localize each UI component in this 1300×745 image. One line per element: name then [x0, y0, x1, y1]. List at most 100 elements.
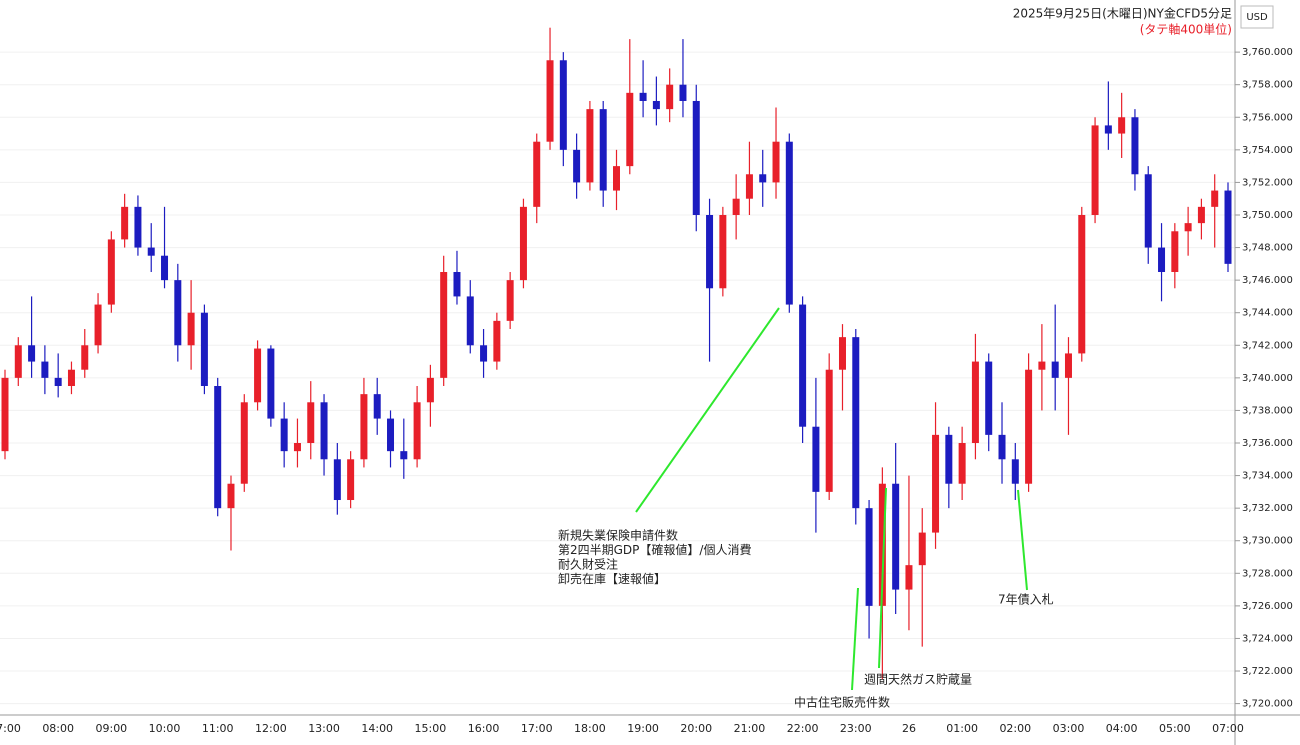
annotation-text: 第2四半期GDP【確報値】/個人消費 [558, 542, 751, 557]
y-tick-label: 3,756.000 [1242, 112, 1293, 123]
candle-body [200, 312, 208, 387]
candle-body [214, 386, 222, 509]
candle-body [905, 565, 913, 590]
annotation-leader [851, 587, 859, 691]
candle-body [67, 369, 75, 387]
y-tick-label: 3,734.000 [1242, 471, 1293, 482]
candle-body [719, 214, 727, 289]
candle-body [918, 532, 926, 566]
currency-box [1240, 5, 1274, 29]
y-tick-label: 3,730.000 [1242, 536, 1293, 547]
x-tick-label: 05:00 [1159, 722, 1191, 735]
candle-body [94, 304, 102, 346]
x-tick-label: 08:00 [42, 722, 74, 735]
candle-body [573, 149, 581, 183]
candle-body [812, 426, 820, 492]
y-tick-label: 3,722.000 [1242, 666, 1293, 677]
y-tick-label: 3,740.000 [1242, 373, 1293, 384]
candle-body [533, 141, 541, 207]
x-tick-label: 04:00 [1106, 722, 1138, 735]
candle-body [732, 198, 740, 215]
candle-body [147, 247, 155, 256]
candle-body [493, 320, 501, 362]
candle-body [280, 418, 288, 452]
y-tick-label: 3,744.000 [1242, 308, 1293, 319]
candle-body [1091, 125, 1099, 215]
annotation-text: 7年債入札 [998, 592, 1054, 607]
x-tick-label: 07:00 [1212, 722, 1244, 735]
candles [1, 27, 1232, 680]
candle-body [1078, 214, 1086, 354]
y-tick-label: 3,748.000 [1242, 243, 1293, 254]
y-tick-label: 3,750.000 [1242, 210, 1293, 221]
annotation-leader [1017, 489, 1028, 591]
candle-body [28, 345, 36, 362]
candle-body [1038, 361, 1046, 370]
annotation-text: 卸売在庫【速報値】 [558, 571, 666, 586]
candle-body [320, 402, 328, 460]
candle-body [161, 255, 169, 281]
candle-body [254, 348, 262, 403]
x-tick-label: 10:00 [149, 722, 181, 735]
y-tick-label: 3,738.000 [1242, 405, 1293, 416]
candle-body [240, 402, 248, 484]
candle-body [838, 337, 846, 370]
candle-body [1158, 247, 1166, 272]
candle-body [679, 84, 687, 101]
candle-body [1224, 190, 1232, 264]
x-tick-label: 03:00 [1053, 722, 1085, 735]
x-tick-label: 02:00 [999, 722, 1031, 735]
candle-body [307, 402, 315, 444]
candle-body [666, 84, 674, 110]
y-tick-label: 3,726.000 [1242, 601, 1293, 612]
x-tick-label: 13:00 [308, 722, 340, 735]
candle-body [759, 174, 767, 183]
candle-body [413, 402, 421, 460]
x-tick-label: 18:00 [574, 722, 606, 735]
y-tick-label: 3,754.000 [1242, 145, 1293, 156]
x-tick-label: 11:00 [202, 722, 234, 735]
candle-body [613, 166, 620, 191]
candle-body [865, 508, 873, 606]
candle-body [1171, 231, 1179, 272]
candle-body [400, 451, 408, 460]
candle-body [506, 280, 514, 321]
candle-body [745, 174, 753, 199]
candle-body [559, 60, 567, 150]
annotation-leaders [635, 307, 1028, 691]
y-tick-label: 3,724.000 [1242, 633, 1293, 644]
candle-body [480, 345, 488, 362]
candle-body [54, 377, 62, 387]
x-tick-label: 17:00 [521, 722, 553, 735]
candle-body [333, 459, 341, 501]
candle-body [958, 443, 966, 484]
candle-body [187, 312, 195, 346]
candle-body [692, 100, 700, 215]
x-tick-label: 26 [902, 722, 916, 735]
candle-body [1051, 361, 1059, 378]
candle-body [1, 377, 9, 452]
y-tick-label: 3,728.000 [1242, 568, 1293, 579]
y-tick-label: 3,732.000 [1242, 503, 1293, 514]
candle-body [599, 109, 607, 191]
y-tick-label: 3,760.000 [1242, 47, 1293, 58]
annotation-text: 耐久財受注 [558, 557, 618, 572]
candle-body [892, 483, 900, 590]
y-tick-label: 3,720.000 [1242, 699, 1293, 710]
candle-body [852, 337, 860, 509]
annotation-text: 中古住宅販売件数 [794, 695, 890, 710]
candle-body [799, 304, 807, 427]
candle-body [227, 483, 235, 509]
y-tick-label: 3,742.000 [1242, 340, 1293, 351]
x-tick-label: 01:00 [946, 722, 978, 735]
candle-body [586, 109, 594, 183]
candle-body [107, 239, 115, 305]
currency: USD [1246, 12, 1268, 23]
annotation-leader [635, 307, 780, 513]
candle-body [121, 206, 129, 240]
candle-body [772, 141, 780, 183]
candle-body [1197, 206, 1205, 224]
candle-body [1144, 174, 1152, 248]
candle-body [1211, 190, 1219, 207]
